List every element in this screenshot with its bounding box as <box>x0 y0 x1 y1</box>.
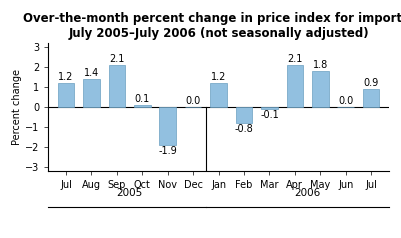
Text: 0.1: 0.1 <box>135 94 150 104</box>
Bar <box>236 107 252 123</box>
Text: 0.9: 0.9 <box>364 78 379 88</box>
Bar <box>261 107 277 109</box>
Bar <box>363 89 379 107</box>
Bar <box>287 65 303 107</box>
Bar <box>160 107 176 145</box>
Text: 1.2: 1.2 <box>58 72 74 82</box>
Text: 0.0: 0.0 <box>186 96 201 106</box>
Text: 1.8: 1.8 <box>313 60 328 70</box>
Text: -0.1: -0.1 <box>260 110 279 120</box>
Text: -0.8: -0.8 <box>235 124 253 134</box>
Text: 0.0: 0.0 <box>338 96 353 106</box>
Title: Over-the-month percent change in price index for imports,
July 2005–July 2006 (n: Over-the-month percent change in price i… <box>23 12 401 40</box>
Bar <box>312 71 328 107</box>
Text: 2.1: 2.1 <box>109 54 124 64</box>
Bar <box>109 65 125 107</box>
Bar <box>210 83 227 107</box>
Text: 2006: 2006 <box>294 188 321 198</box>
Text: 1.4: 1.4 <box>84 68 99 78</box>
Bar <box>58 83 74 107</box>
Text: -1.9: -1.9 <box>158 146 177 156</box>
Text: 2005: 2005 <box>116 188 143 198</box>
Text: 2.1: 2.1 <box>287 54 302 64</box>
Bar <box>134 105 150 107</box>
Y-axis label: Percent change: Percent change <box>12 69 22 145</box>
Text: 1.2: 1.2 <box>211 72 226 82</box>
Bar <box>83 79 99 107</box>
